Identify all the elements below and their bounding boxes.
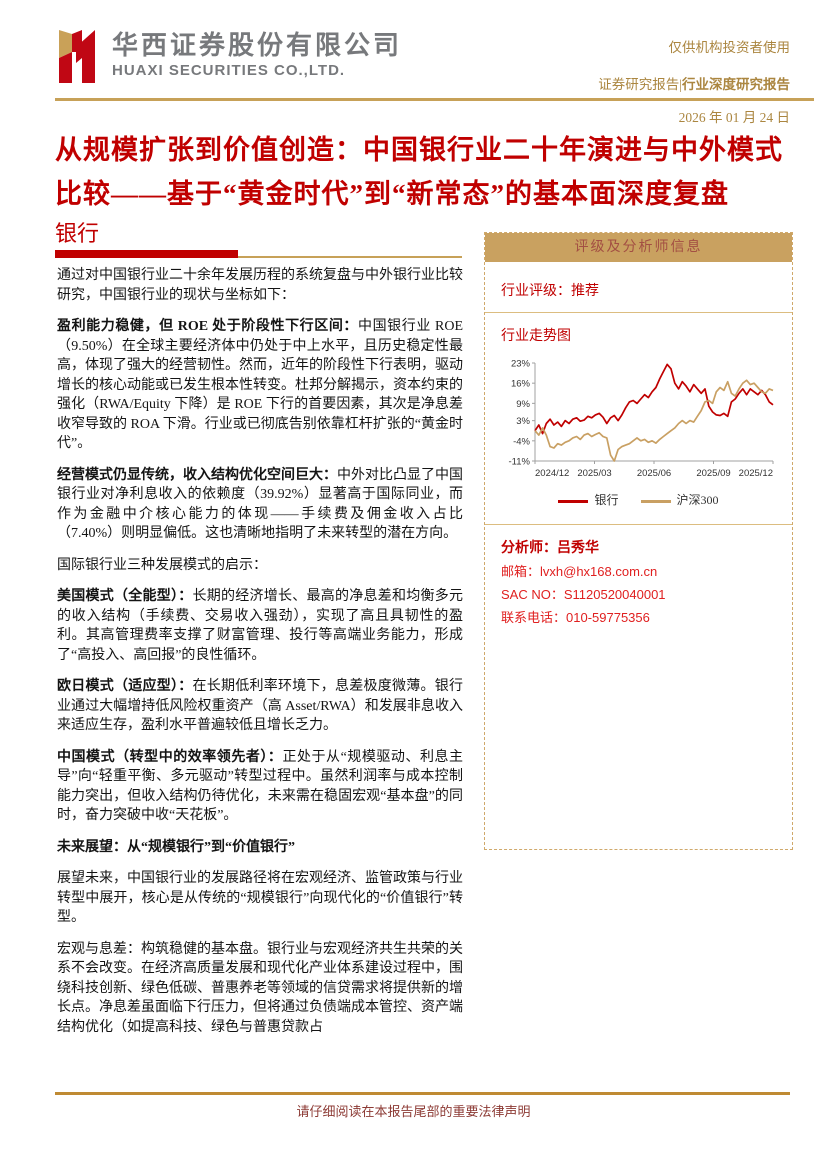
company-name-cn: 华西证券股份有限公司	[112, 30, 403, 60]
svg-text:2025/09: 2025/09	[696, 468, 730, 479]
analyst-phone: 联系电话：010-59775356	[501, 610, 650, 625]
industry-label: 银行	[55, 221, 100, 246]
legend-swatch	[640, 499, 671, 503]
analyst-label: 分析师：	[501, 541, 557, 556]
industry-trend-chart: 23% 16% 9% 3% -4% -11% 2024/12 2025/03 2025/06 20…	[509, 359, 774, 479]
sidebar-divider-1	[485, 312, 792, 313]
rating-box-body: 行业评级：推荐 行业走势图 23% 16% 9% 3% -4% -11% 2024/12 20…	[485, 262, 792, 626]
chart-legend: 银行 沪深300	[501, 491, 776, 508]
legend-item: 沪深300	[640, 491, 719, 508]
trend-chart-title: 行业走势图	[501, 329, 571, 344]
svg-text:23%: 23%	[511, 359, 531, 370]
svg-text:2025/03: 2025/03	[577, 468, 611, 479]
footer-disclaimer: 请仔细阅读在本报告尾部的重要法律声明	[296, 1104, 531, 1119]
section-bar-red	[55, 250, 238, 258]
title-line-1: 从规模扩张到价值创造：中国银行业二十年演进与中外模式	[55, 135, 783, 165]
rating-analyst-box: 评级及分析师信息 行业评级：推荐 行业走势图 23% 16% 9% 3% -4% -11%…	[484, 232, 793, 850]
company-block: 华西证券股份有限公司 HUAXI SECURITIES CO.,LTD.	[112, 30, 402, 82]
paragraph: 国际银行业三种发展模式的启示：	[57, 557, 267, 573]
report-type-a: 证券研究报告	[598, 77, 680, 92]
report-type-line: 证券研究报告|行业深度研究报告	[598, 73, 790, 93]
report-title: 从规模扩张到价值创造：中国银行业二十年演进与中外模式 比较——基于“黄金时代”到…	[55, 128, 792, 216]
huaxi-logo	[59, 30, 95, 83]
footer-divider	[55, 1092, 790, 1095]
report-type-b: 行业深度研究报告	[682, 77, 790, 92]
analyst-email: 邮箱：lvxh@hx168.com.cn	[501, 564, 658, 579]
audience-note: 仅供机构投资者使用	[668, 40, 791, 55]
rating-label: 行业评级：	[501, 284, 571, 299]
report-date: 2026 年 01 月 24 日	[678, 110, 790, 125]
paragraph: 中国模式（转型中的效率领先者）：正处于从“规模驱动、利息主导”向“轻重平衡、多元…	[57, 749, 464, 824]
svg-text:-4%: -4%	[513, 436, 530, 447]
svg-text:16%: 16%	[511, 379, 531, 390]
industry-rating: 行业评级：推荐	[501, 280, 776, 300]
company-name-en: HUAXI SECURITIES CO.,LTD.	[112, 62, 346, 79]
legend-label: 银行	[594, 493, 619, 507]
rating-box-title: 评级及分析师信息	[485, 233, 792, 262]
legend-label: 沪深300	[676, 493, 719, 507]
svg-text:2024/12: 2024/12	[535, 468, 569, 479]
paragraph: 通过对中国银行业二十余年发展历程的系统复盘与中外银行业比较研究，中国银行业的现状…	[57, 268, 463, 303]
paragraph: 未来展望：从“规模银行”到“价值银行”	[57, 839, 295, 855]
sidebar-divider-2	[485, 524, 792, 525]
analyst-name-line: 分析师：吕秀华	[501, 537, 776, 557]
svg-text:-11%: -11%	[509, 457, 531, 468]
svg-text:9%: 9%	[516, 399, 530, 410]
svg-text:2025/12: 2025/12	[739, 468, 773, 479]
header-divider	[55, 98, 814, 101]
paragraph: 宏观与息差：构筑稳健的基本盘。银行业与宏观经济共生共荣的关系不会改变。在经济高质…	[57, 941, 463, 1035]
legend-swatch	[558, 499, 589, 503]
legend-item: 银行	[558, 491, 619, 508]
svg-text:3%: 3%	[516, 416, 530, 427]
body-paragraphs: 通过对中国银行业二十余年发展历程的系统复盘与中外银行业比较研究，中国银行业的现状…	[57, 266, 463, 1049]
header-right: 仅供机构投资者使用 证券研究报告|行业深度研究报告	[598, 36, 790, 93]
paragraph: 欧日模式（适应型）：在长期低利率环境下，息差极度微薄。银行业通过大幅增持低风险权…	[57, 679, 463, 733]
analyst-sac-no: SAC NO：S1120520040001	[501, 587, 666, 602]
report-type-separator: |	[679, 77, 682, 92]
rating-value: 推荐	[571, 284, 599, 299]
svg-text:2025/06: 2025/06	[637, 468, 671, 479]
paragraph: 经营模式仍显传统，收入结构优化空间巨大：中外对比凸显了中国银行业对净利息收入的依…	[57, 467, 463, 542]
paragraph: 美国模式（全能型）：长期的经济增长、最高的净息差和均衡多元的收入结构（手续费、交…	[57, 589, 463, 663]
paragraph: 展望未来，中国银行业的发展路径将在宏观经济、监管政策与行业转型中展开，核心是从传…	[57, 871, 463, 925]
paragraph: 盈利能力稳健，但 ROE 处于阶段性下行区间：中国银行业 ROE（9.50%）在…	[57, 319, 463, 451]
section-bar-gold	[238, 256, 462, 258]
analyst-name: 吕秀华	[557, 541, 599, 556]
title-line-2: 比较——基于“黄金时代”到“新常态”的基本面深度复盘	[55, 179, 729, 209]
